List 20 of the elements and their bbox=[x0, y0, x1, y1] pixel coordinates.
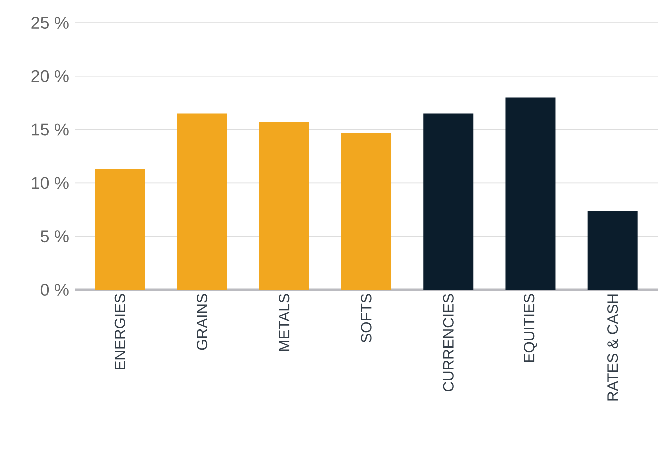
bar bbox=[342, 133, 392, 290]
x-tick-label: GRAINS bbox=[196, 294, 208, 350]
x-tick-label: RATES & CASH bbox=[608, 294, 618, 401]
x-tick-label: EQUITIES bbox=[524, 294, 538, 362]
y-tick-label: 0 % bbox=[40, 284, 69, 296]
y-tick-label: 10 % bbox=[32, 177, 69, 190]
y-tick-label: 15 % bbox=[32, 124, 69, 136]
bar bbox=[588, 210, 638, 290]
y-tick-label: 20 % bbox=[32, 70, 69, 82]
bar bbox=[177, 114, 228, 290]
bar bbox=[95, 169, 146, 290]
bar bbox=[424, 114, 474, 290]
y-tick-label: 5 % bbox=[40, 230, 69, 243]
bar bbox=[259, 122, 310, 290]
x-tick-label: METALS bbox=[279, 294, 290, 351]
y-tick-label: 25 % bbox=[32, 17, 69, 29]
x-tick-label: SOFTS bbox=[361, 294, 372, 343]
bar bbox=[506, 98, 556, 290]
x-tick-label: ENERGIES bbox=[114, 294, 126, 370]
x-tick-label: CURRENCIES bbox=[443, 294, 454, 392]
